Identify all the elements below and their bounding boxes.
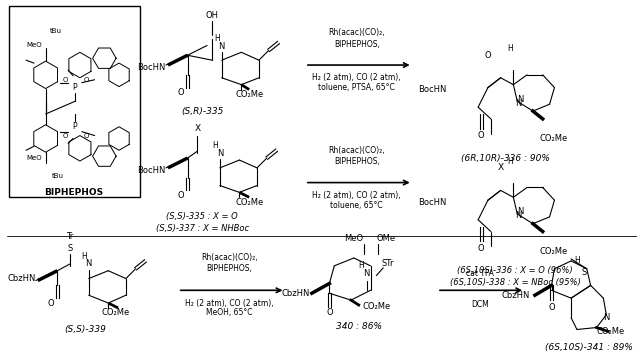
Text: N: N	[515, 211, 522, 220]
Text: (S,S)-335 : X = O: (S,S)-335 : X = O	[166, 213, 238, 221]
Text: O: O	[177, 88, 184, 97]
Text: O: O	[84, 133, 90, 139]
Text: (6R,10R)-336 : 90%: (6R,10R)-336 : 90%	[461, 154, 550, 163]
Text: (6S,10S)-341 : 89%: (6S,10S)-341 : 89%	[545, 343, 632, 352]
Text: BIPHEPHOS: BIPHEPHOS	[44, 188, 104, 197]
Text: Rh(acac)(CO)₂,: Rh(acac)(CO)₂,	[202, 253, 258, 263]
Text: O: O	[47, 299, 54, 307]
Text: N: N	[218, 42, 225, 51]
Text: toluene, 65°C: toluene, 65°C	[330, 201, 383, 210]
Text: MeOH, 65°C: MeOH, 65°C	[206, 308, 253, 317]
Text: (S,S)-337 : X = NHBoc: (S,S)-337 : X = NHBoc	[156, 224, 249, 233]
Text: (S,S)-339: (S,S)-339	[64, 325, 106, 334]
Text: O: O	[478, 131, 484, 140]
Text: H: H	[574, 256, 580, 265]
Text: O: O	[548, 304, 555, 312]
Text: CO₂Me: CO₂Me	[235, 198, 263, 207]
Text: CO₂Me: CO₂Me	[363, 303, 390, 311]
Text: CO₂Me: CO₂Me	[102, 308, 130, 317]
Text: P: P	[73, 122, 77, 131]
Text: N: N	[603, 313, 609, 322]
Text: Rh(acac)(CO)₂,: Rh(acac)(CO)₂,	[328, 28, 385, 37]
Text: Rh(acac)(CO)₂,: Rh(acac)(CO)₂,	[328, 146, 385, 155]
Text: O: O	[326, 308, 333, 317]
Text: H: H	[507, 156, 513, 166]
Text: CbzHN: CbzHN	[281, 289, 310, 298]
Text: H: H	[507, 44, 513, 53]
Text: N: N	[216, 149, 223, 158]
Text: CO₂Me: CO₂Me	[235, 90, 263, 99]
Text: H: H	[212, 141, 218, 150]
Text: tBu: tBu	[52, 173, 63, 179]
Text: BIPHEPHOS,: BIPHEPHOS,	[334, 156, 380, 166]
Text: BIPHEPHOS,: BIPHEPHOS,	[334, 40, 380, 49]
Text: H: H	[81, 252, 87, 261]
Bar	[10, 6, 140, 197]
Text: cat TFA: cat TFA	[466, 269, 494, 278]
Text: DCM: DCM	[471, 300, 489, 310]
Text: CO₂Me: CO₂Me	[596, 327, 624, 336]
Text: O: O	[62, 77, 68, 83]
Text: CO₂Me: CO₂Me	[540, 247, 568, 256]
Text: X: X	[498, 163, 504, 172]
Text: S: S	[68, 244, 73, 253]
Text: (6S,10S)-336 : X = O (96%): (6S,10S)-336 : X = O (96%)	[457, 266, 573, 275]
Text: toluene, PTSA, 65°C: toluene, PTSA, 65°C	[318, 83, 395, 92]
Text: N: N	[515, 99, 522, 108]
Text: P: P	[73, 83, 77, 92]
Text: MeO: MeO	[26, 42, 42, 48]
Text: O: O	[177, 191, 184, 200]
Text: (6S,10S)-338 : X = NBoc (95%): (6S,10S)-338 : X = NBoc (95%)	[450, 278, 581, 287]
Text: N: N	[517, 208, 524, 216]
Text: H: H	[358, 261, 364, 270]
Text: CbzHN: CbzHN	[8, 274, 36, 283]
Text: H: H	[214, 34, 220, 43]
Text: O: O	[62, 133, 68, 139]
Text: H₂ (2 atm), CO (2 atm),: H₂ (2 atm), CO (2 atm),	[185, 299, 274, 307]
Text: CO₂Me: CO₂Me	[540, 134, 568, 143]
Text: S: S	[581, 268, 587, 277]
Text: N: N	[363, 269, 370, 278]
Text: N: N	[517, 95, 524, 104]
Text: H₂ (2 atm), CO (2 atm),: H₂ (2 atm), CO (2 atm),	[312, 73, 401, 82]
Text: O: O	[84, 77, 90, 83]
Text: MeO: MeO	[345, 234, 363, 243]
Text: CbzHN: CbzHN	[502, 291, 530, 300]
Text: 340 : 86%: 340 : 86%	[336, 322, 382, 331]
Text: MeO: MeO	[26, 155, 42, 161]
Text: N: N	[86, 259, 92, 268]
Text: BocHN: BocHN	[137, 64, 165, 72]
Text: O: O	[478, 244, 484, 253]
Text: tBu: tBu	[50, 28, 61, 34]
Text: BIPHEPHOS,: BIPHEPHOS,	[207, 264, 252, 273]
Text: OH: OH	[205, 11, 218, 20]
Text: STr: STr	[382, 259, 394, 268]
Text: OMe: OMe	[377, 234, 395, 243]
Text: (S,R)-335: (S,R)-335	[181, 107, 223, 115]
Text: BocHN: BocHN	[419, 198, 447, 207]
Text: Tr: Tr	[66, 232, 74, 241]
Text: H₂ (2 atm), CO (2 atm),: H₂ (2 atm), CO (2 atm),	[312, 191, 401, 200]
Text: BocHN: BocHN	[137, 166, 165, 175]
Text: O: O	[484, 51, 491, 60]
Text: BocHN: BocHN	[419, 85, 447, 94]
Text: X: X	[194, 124, 200, 133]
